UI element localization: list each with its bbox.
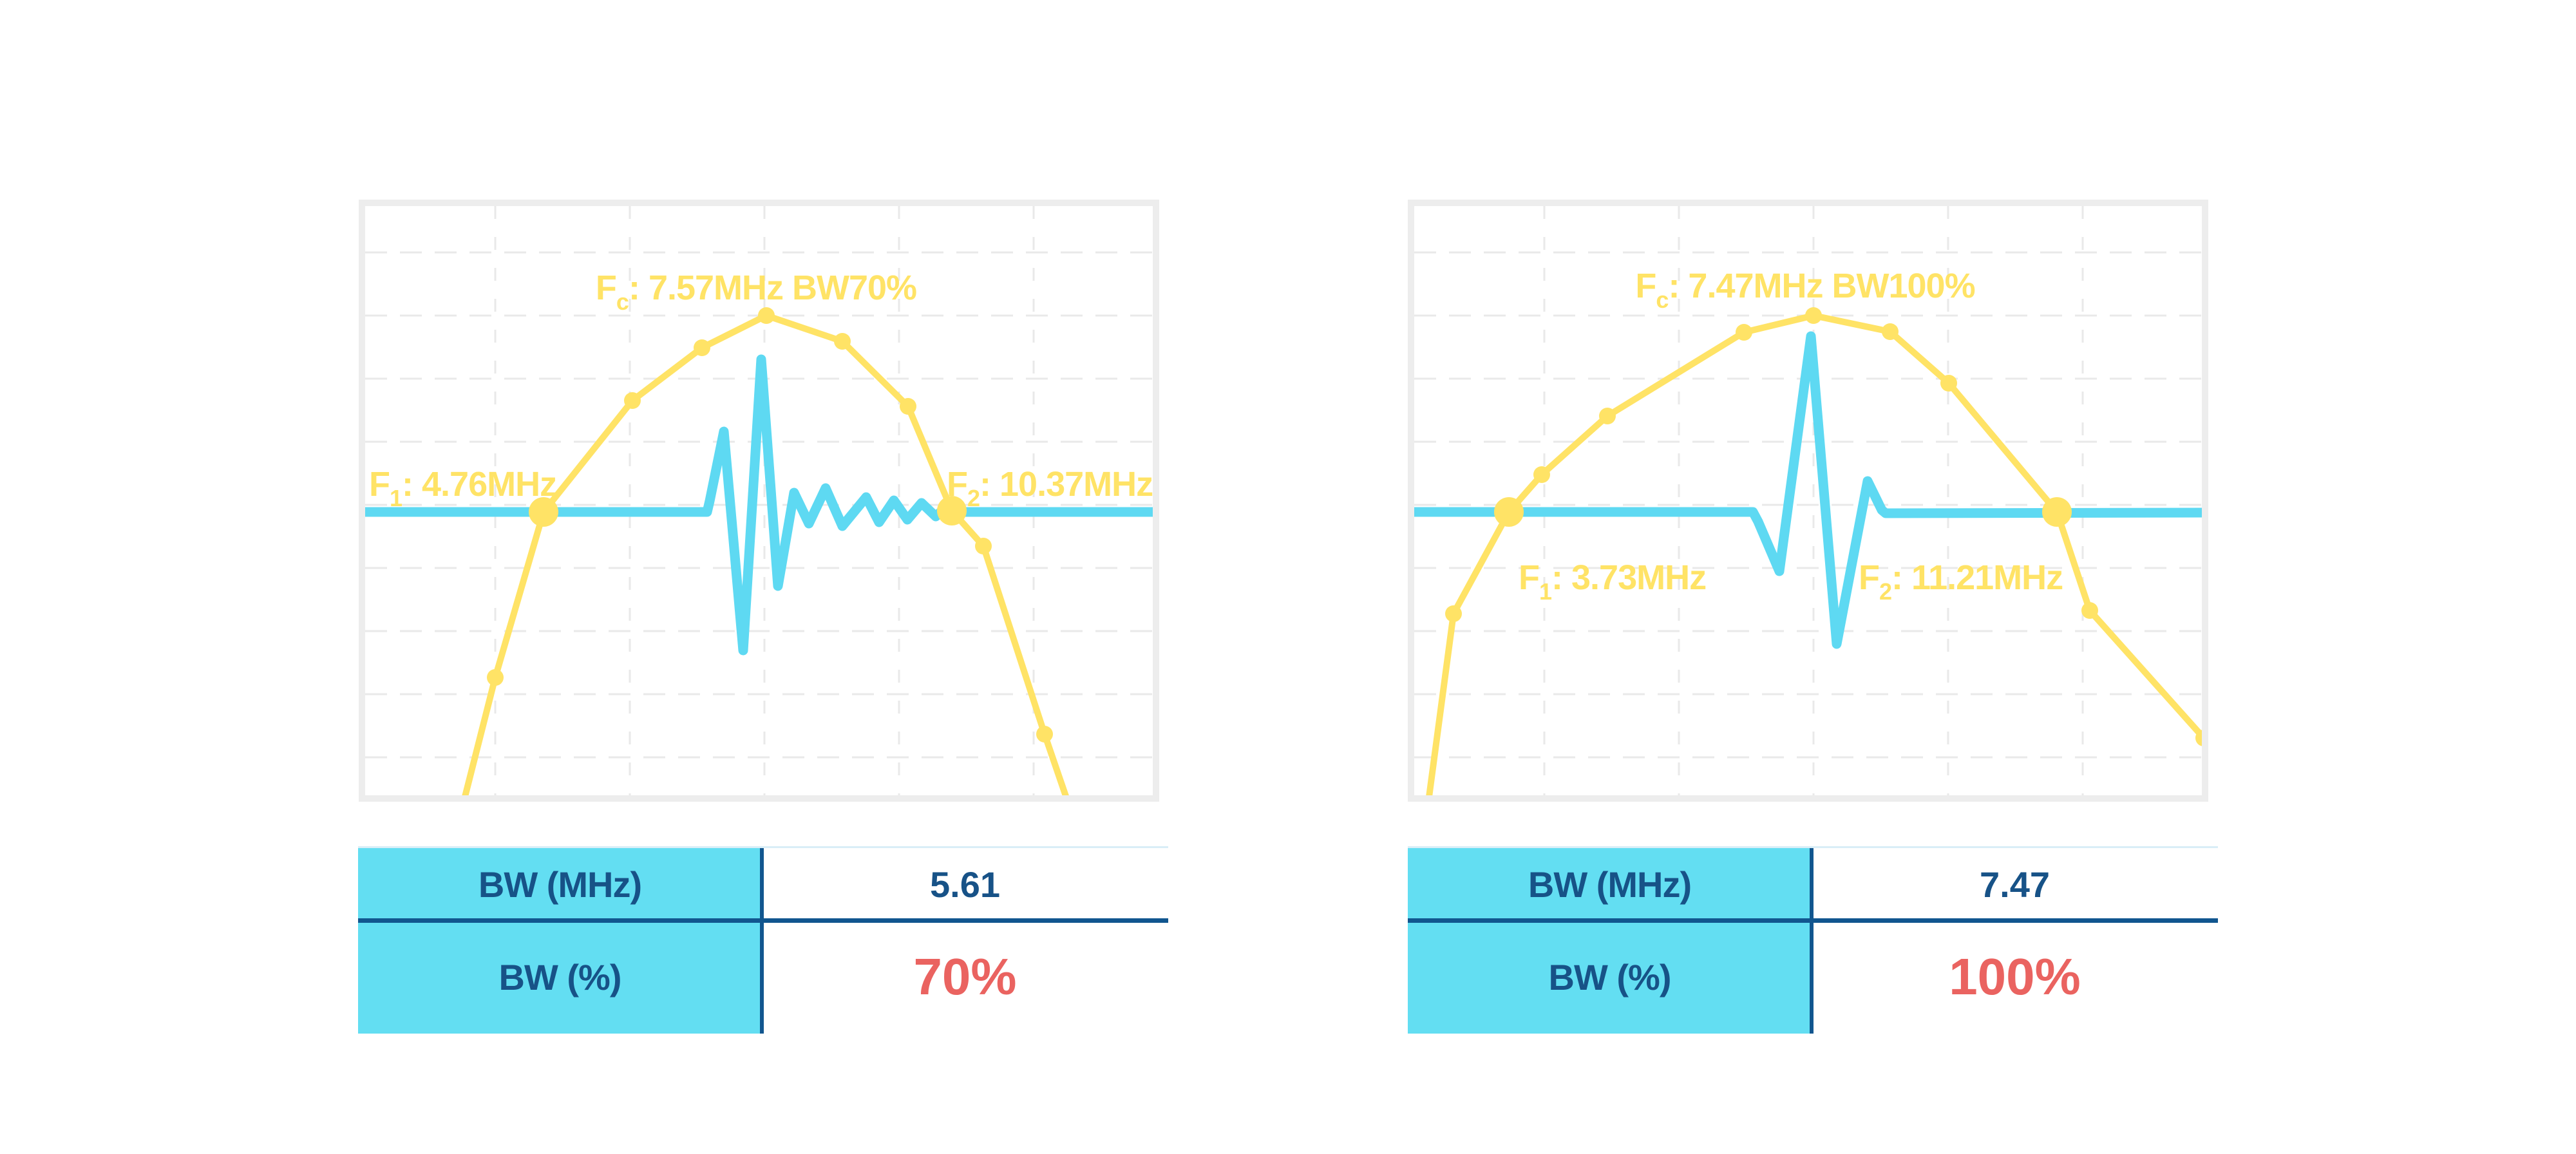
fc-annotation: Fc: 7.47MHz BW100% — [1635, 267, 1975, 313]
bw-pct-label: BW (%) — [1408, 920, 1812, 1034]
f1-annotation: F1: 4.76MHz — [369, 465, 556, 511]
bw-pct-value: 100% — [1812, 920, 2218, 1034]
spectrum-chart-70pct: Fc: 7.57MHz BW70% F1: 4.76MHz F2: 10.37M… — [359, 200, 1159, 802]
spectrum-curve — [460, 312, 1071, 802]
f1-label-subscript: 1 — [1539, 578, 1552, 605]
f2-label-subscript: 2 — [1879, 578, 1891, 605]
fc-label-subscript: c — [616, 288, 629, 315]
f1-annotation: F1: 3.73MHz — [1519, 558, 1706, 605]
f2-label-value: : 10.37MHz — [980, 465, 1153, 504]
f2-label-subscript: 2 — [967, 485, 980, 511]
fc-label-subscript: c — [1656, 287, 1668, 313]
fc-label-prefix: F — [1635, 267, 1656, 305]
chart-frame — [359, 200, 1159, 802]
spectrum-markers — [1445, 307, 2208, 746]
f1-label-value: : 3.73MHz — [1551, 558, 1706, 597]
bandwidth-table-70pct: BW (MHz) 5.61 BW (%) 70% — [358, 846, 1168, 1034]
f2-annotation: F2: 10.37MHz — [947, 465, 1153, 511]
pulse-waveform — [359, 354, 1159, 656]
bw-mhz-label: BW (MHz) — [1408, 848, 1812, 920]
f1-label-value: : 4.76MHz — [402, 465, 556, 504]
bw-pct-label: BW (%) — [358, 920, 762, 1034]
bw-mhz-label: BW (MHz) — [358, 848, 762, 920]
table-column-divider — [1810, 848, 1814, 1034]
f2-annotation: F2: 11.21MHz — [1859, 558, 2063, 605]
f1-label-subscript: 1 — [390, 485, 402, 511]
f2-label-value: : 11.21MHz — [1891, 558, 2063, 597]
chart-frame — [1408, 200, 2208, 802]
bandwidth-table-100pct: BW (MHz) 7.47 BW (%) 100% — [1408, 846, 2218, 1034]
spectrum-curve — [1425, 312, 2207, 802]
table-row: BW (MHz) 7.47 — [1408, 848, 2218, 920]
spectrum-markers — [487, 307, 1053, 743]
fc-label-value: : 7.57MHz BW70% — [629, 269, 916, 307]
bw-mhz-value: 7.47 — [1812, 848, 2218, 920]
bw-mhz-value: 5.61 — [762, 848, 1168, 920]
f2-label-prefix: F — [947, 465, 967, 504]
table-row: BW (%) 70% — [358, 920, 1168, 1034]
fc-label-value: : 7.47MHz BW100% — [1668, 267, 1975, 305]
bw-pct-value: 70% — [762, 920, 1168, 1034]
fc-annotation: Fc: 7.57MHz BW70% — [596, 269, 916, 315]
table-column-divider — [760, 848, 764, 1034]
pulse-waveform — [1408, 331, 2208, 649]
f1-label-prefix: F — [369, 465, 390, 504]
f2-label-prefix: F — [1859, 558, 1879, 597]
f1-label-prefix: F — [1519, 558, 1539, 597]
spectrum-chart-100pct: Fc: 7.47MHz BW100% F1: 3.73MHz F2: 11.21… — [1408, 200, 2208, 802]
fc-label-prefix: F — [596, 269, 616, 307]
table-row: BW (%) 100% — [1408, 920, 2218, 1034]
table-row: BW (MHz) 5.61 — [358, 848, 1168, 920]
